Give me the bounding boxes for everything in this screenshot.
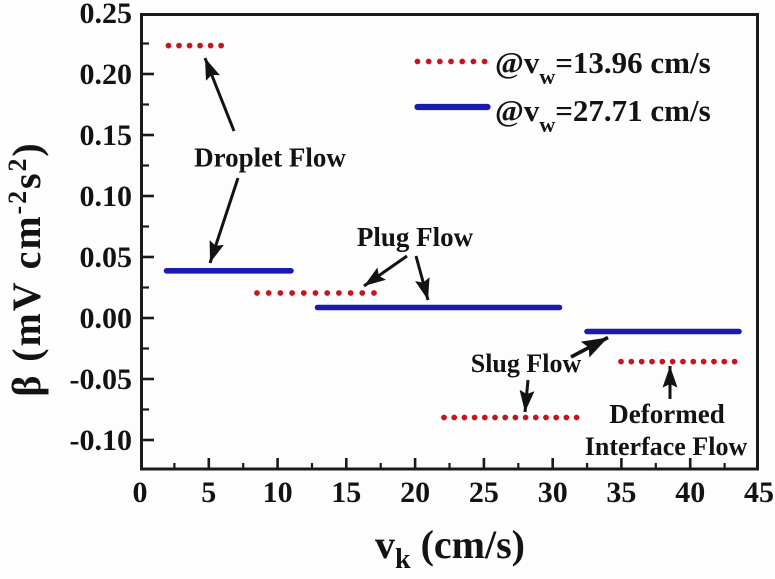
svg-text:0: 0 (133, 476, 148, 509)
svg-text:0.10: 0.10 (80, 180, 133, 213)
svg-text:vk (cm/s): vk (cm/s) (375, 522, 525, 575)
svg-text:0.20: 0.20 (80, 58, 133, 91)
svg-text:0.15: 0.15 (80, 119, 133, 152)
svg-text:Plug Flow: Plug Flow (357, 222, 474, 252)
svg-text:-0.05: -0.05 (70, 363, 133, 396)
svg-text:β (mV cm-2s2): β (mV cm-2s2) (3, 141, 49, 396)
svg-text:15: 15 (331, 476, 361, 509)
svg-text:20: 20 (400, 476, 430, 509)
svg-text:35: 35 (606, 476, 636, 509)
svg-text:40: 40 (675, 476, 705, 509)
svg-text:Droplet Flow: Droplet Flow (194, 143, 346, 173)
svg-text:Deformed: Deformed (609, 399, 724, 429)
svg-text:25: 25 (469, 476, 499, 509)
svg-text:Interface Flow: Interface Flow (585, 432, 748, 461)
svg-text:0.25: 0.25 (80, 0, 133, 30)
svg-text:-0.10: -0.10 (70, 424, 133, 457)
svg-text:30: 30 (538, 476, 568, 509)
svg-text:45: 45 (744, 476, 774, 509)
svg-text:0.00: 0.00 (80, 302, 133, 335)
svg-text:0.05: 0.05 (80, 241, 133, 274)
svg-text:10: 10 (263, 476, 293, 509)
svg-text:5: 5 (201, 476, 216, 509)
svg-text:Slug Flow: Slug Flow (471, 349, 582, 378)
